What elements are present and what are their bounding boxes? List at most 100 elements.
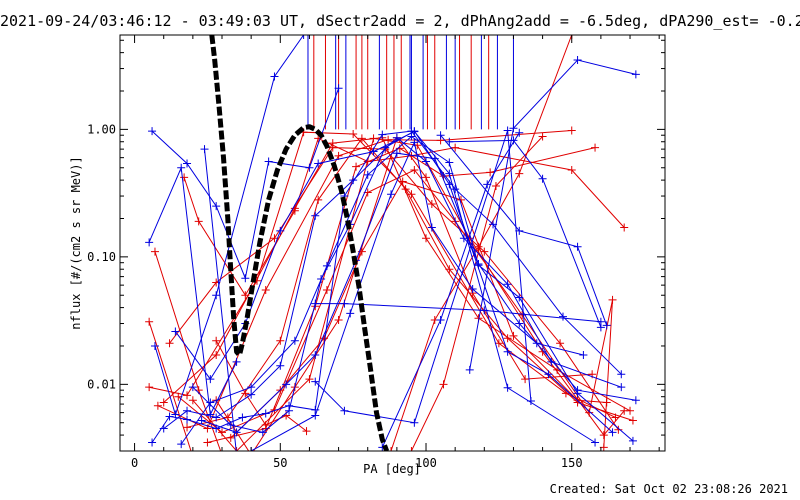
data-point-3-0 bbox=[180, 173, 189, 182]
data-point-2-3 bbox=[334, 151, 343, 160]
data-point-25-9 bbox=[579, 350, 588, 359]
chart-data-layer bbox=[145, 35, 640, 451]
data-point-20-4 bbox=[238, 413, 247, 422]
data-point-21-7 bbox=[392, 133, 401, 142]
data-point-22-0 bbox=[177, 440, 186, 449]
data-point-21-8 bbox=[422, 157, 431, 166]
y-axis-label: nflux [#/(cm2 s sr MeV)] bbox=[69, 156, 83, 329]
data-point-17-6 bbox=[334, 84, 343, 93]
data-point-8-3 bbox=[328, 143, 337, 152]
data-point-2-0 bbox=[153, 401, 162, 410]
data-point-20-2 bbox=[183, 415, 192, 424]
data-point-25-6 bbox=[427, 223, 436, 232]
data-point-15-4 bbox=[302, 427, 311, 436]
data-point-21-6 bbox=[349, 176, 358, 185]
series-line-30 bbox=[440, 134, 608, 326]
series-17 bbox=[148, 84, 343, 283]
data-point-6-3 bbox=[314, 195, 323, 204]
y-tick-label-2: 0.01 bbox=[87, 377, 116, 391]
x-axis-label: PA [deg] bbox=[363, 462, 421, 476]
series-18 bbox=[150, 35, 308, 419]
data-point-8-5 bbox=[427, 199, 436, 208]
data-point-2-2 bbox=[261, 285, 270, 294]
data-point-19-8 bbox=[503, 383, 512, 392]
series-line-16 bbox=[148, 165, 238, 417]
data-point-24-9 bbox=[573, 386, 582, 395]
data-point-20-5 bbox=[261, 409, 270, 418]
data-point-27-3 bbox=[503, 126, 512, 135]
data-point-17-1 bbox=[183, 159, 192, 168]
data-point-15-2 bbox=[261, 420, 270, 429]
data-point-8-6 bbox=[480, 247, 489, 256]
plot-frame bbox=[119, 34, 666, 452]
data-point-27-4 bbox=[526, 397, 535, 406]
data-point-15-1 bbox=[241, 389, 250, 398]
data-point-32-2 bbox=[483, 180, 492, 189]
data-point-16-1 bbox=[177, 163, 186, 172]
data-point-6-1 bbox=[223, 413, 232, 422]
data-point-10-9 bbox=[608, 295, 617, 304]
data-point-27-1 bbox=[340, 406, 349, 415]
data-point-9-3 bbox=[352, 162, 361, 171]
data-point-18-4 bbox=[299, 35, 308, 39]
y-tick-label-1: 0.10 bbox=[87, 250, 116, 264]
data-point-23-4 bbox=[317, 275, 326, 284]
data-point-24-0 bbox=[197, 416, 206, 425]
data-point-29-0 bbox=[465, 365, 474, 374]
data-point-22-7 bbox=[445, 158, 454, 167]
data-point-22-2 bbox=[247, 383, 256, 392]
creation-timestamp: Created: Sat Oct 02 23:08:26 2021 bbox=[549, 482, 788, 496]
data-point-8-0 bbox=[165, 339, 174, 348]
data-point-6-7 bbox=[503, 334, 512, 343]
chart-title: 2021-09-24/03:46:12 - 03:49:03 UT, dSect… bbox=[0, 12, 800, 30]
data-point-7-8 bbox=[620, 406, 629, 415]
y-tick-label-0: 1.00 bbox=[87, 122, 116, 136]
data-point-21-0 bbox=[159, 424, 168, 433]
data-point-21-10 bbox=[503, 280, 512, 289]
data-point-14-2 bbox=[491, 181, 500, 190]
data-point-28-0 bbox=[311, 299, 320, 308]
data-point-14-1 bbox=[439, 380, 448, 389]
data-point-23-9 bbox=[503, 347, 512, 356]
data-point-19-4 bbox=[314, 159, 323, 168]
data-point-2-4 bbox=[384, 135, 393, 144]
series-line-32 bbox=[381, 132, 520, 448]
series-2 bbox=[153, 126, 576, 433]
data-point-6-0 bbox=[183, 423, 192, 432]
series-15 bbox=[212, 336, 311, 436]
data-point-12-4 bbox=[398, 177, 407, 186]
data-point-23-0 bbox=[188, 383, 197, 392]
data-point-20-13 bbox=[558, 312, 567, 321]
data-point-13-3 bbox=[515, 169, 524, 178]
data-point-1-0 bbox=[150, 247, 159, 256]
data-point-24-3 bbox=[311, 350, 320, 359]
data-point-11-5 bbox=[422, 173, 431, 182]
data-point-16-3 bbox=[232, 357, 241, 366]
data-point-2-6 bbox=[567, 126, 576, 135]
data-point-4-4 bbox=[349, 129, 358, 138]
data-point-7-7 bbox=[599, 431, 608, 440]
data-point-27-0 bbox=[311, 377, 320, 386]
data-point-13-0 bbox=[387, 447, 396, 451]
series-26 bbox=[200, 145, 238, 451]
data-point-0-0 bbox=[145, 317, 154, 326]
series-line-3 bbox=[183, 137, 625, 297]
series-line-0 bbox=[148, 321, 192, 451]
series-line-23 bbox=[192, 130, 613, 433]
data-point-32-3 bbox=[515, 128, 524, 137]
data-point-15-0 bbox=[212, 336, 221, 345]
data-point-9-6 bbox=[486, 168, 495, 177]
data-point-30-3 bbox=[602, 321, 611, 330]
chart-axes: 0 50 100 150 1.00 0.10 0.01 bbox=[87, 34, 666, 470]
x-tick-label-100: 100 bbox=[415, 456, 437, 470]
data-point-6-2 bbox=[276, 336, 285, 345]
data-point-12-6 bbox=[509, 331, 518, 340]
data-point-13-2 bbox=[474, 242, 483, 251]
series-10 bbox=[174, 166, 617, 451]
data-point-19-0 bbox=[171, 327, 180, 336]
data-point-3-9 bbox=[620, 223, 629, 232]
data-point-17-0 bbox=[148, 127, 157, 136]
data-point-30-0 bbox=[436, 131, 445, 140]
data-point-31-3 bbox=[596, 323, 605, 332]
